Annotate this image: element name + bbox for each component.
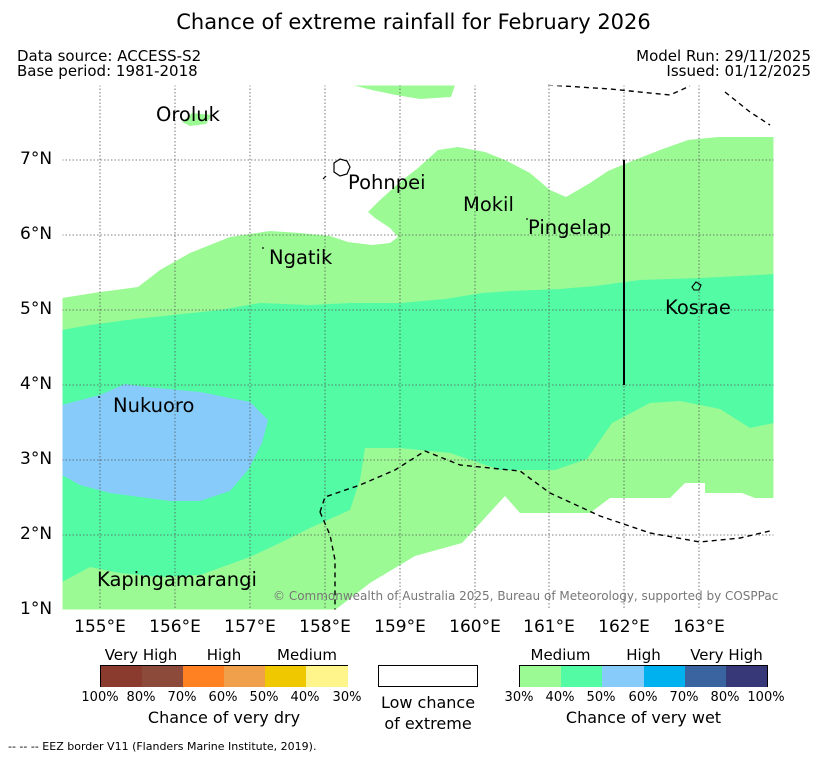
dry-tick-50: 50% [249, 690, 279, 705]
dry-tick-60: 60% [208, 690, 238, 705]
dry-swatch-3 [183, 666, 224, 687]
dry-group-very-high: Very High [104, 646, 178, 664]
wet-swatch-6 [726, 666, 767, 687]
issued-text: Issued: 01/12/2025 [666, 62, 811, 80]
wet-tick-70: 70% [669, 690, 699, 705]
low-chance-swatch [378, 665, 478, 687]
y-tick-4n: 4°N [20, 374, 53, 394]
model-run-text: Model Run: 29/11/2025 [636, 47, 811, 65]
copyright-notice: © Commonwealth of Australia 2025, Bureau… [273, 589, 779, 603]
x-tick-158e: 158°E [299, 617, 351, 637]
low-chance-label-line2: of extreme [384, 714, 472, 733]
x-tick-163e: 163°E [673, 617, 725, 637]
dry-legend-title: Chance of very dry [147, 708, 301, 727]
y-tick-1n: 1°N [20, 599, 53, 619]
eez-borders [319, 84, 775, 610]
wet-tick-40: 40% [545, 690, 575, 705]
map-title: Chance of extreme rainfall for February … [176, 10, 651, 34]
kosrae-island [691, 281, 702, 291]
place-label-ngatik: Ngatik [269, 246, 333, 269]
dry-swatch-2 [142, 666, 183, 687]
place-label-oroluk: Oroluk [156, 103, 220, 126]
wet-swatch-2 [561, 666, 602, 687]
base-period-text: Base period: 1981-2018 [17, 62, 198, 80]
wet-swatch-5 [685, 666, 726, 687]
place-label-mokil: Mokil [463, 193, 514, 216]
wet-swatch-3 [602, 666, 644, 687]
map-frame [61, 84, 775, 611]
wet-colorbar [519, 665, 768, 687]
x-tick-160e: 160°E [449, 617, 501, 637]
y-tick-5n: 5°N [20, 299, 53, 319]
wet-tick-100: 100% [747, 690, 785, 705]
pohnpei-islet [322, 175, 327, 180]
eez-footnote: -- -- -- EEZ border V11 (Flanders Marine… [8, 740, 317, 753]
dry-swatch-6 [306, 666, 348, 687]
nukuoro-atoll [98, 396, 100, 398]
y-tick-7n: 7°N [20, 149, 53, 169]
ngatik-atoll [262, 247, 264, 249]
medium-chance-area-north [352, 85, 455, 99]
data-source-text: Data source: ACCESS-S2 [17, 47, 202, 65]
wet-group-very-high: Very High [690, 646, 763, 664]
x-tick-162e: 162°E [598, 617, 650, 637]
place-label-nukuoro: Nukuoro [113, 394, 195, 417]
pingelap-atoll [526, 218, 528, 220]
wet-tick-60: 60% [628, 690, 658, 705]
wet-group-medium: Medium [530, 646, 591, 664]
y-tick-2n: 2°N [20, 524, 53, 544]
dry-swatch-1 [101, 666, 142, 687]
wet-tick-50: 50% [586, 690, 616, 705]
dry-tick-70: 70% [167, 690, 197, 705]
x-tick-157e: 157°E [224, 617, 276, 637]
pohnpei-island [333, 158, 351, 177]
dry-tick-40: 40% [290, 690, 320, 705]
map-gridlines [62, 85, 774, 610]
low-chance-label-line1: Low chance [380, 693, 476, 712]
wet-swatch-1 [520, 666, 561, 687]
wet-legend-title: Chance of very wet [565, 708, 722, 727]
high-chance-area [62, 384, 268, 501]
y-tick-3n: 3°N [20, 449, 53, 469]
place-label-pohnpei: Pohnpei [348, 171, 426, 194]
medium-high-chance-area [62, 274, 774, 582]
dry-tick-30: 30% [332, 690, 362, 705]
x-tick-161e: 161°E [523, 617, 575, 637]
x-tick-159e: 159°E [374, 617, 426, 637]
oroluk-green-patch [182, 113, 212, 126]
dry-tick-100: 100% [81, 690, 119, 705]
wet-swatch-4 [644, 666, 685, 687]
x-tick-155e: 155°E [74, 617, 126, 637]
dry-group-medium: Medium [277, 646, 337, 664]
place-label-pingelap: Pingelap [528, 216, 612, 239]
y-tick-6n: 6°N [20, 224, 53, 244]
dry-group-high: High [206, 646, 242, 664]
place-label-kosrae: Kosrae [665, 296, 731, 319]
dry-swatch-5 [265, 666, 306, 687]
wet-tick-80: 80% [710, 690, 740, 705]
place-label-kapingamarangi: Kapingamarangi [97, 568, 257, 591]
x-tick-156e: 156°E [149, 617, 201, 637]
dry-colorbar [100, 665, 348, 687]
wet-tick-30: 30% [504, 690, 534, 705]
dry-swatch-4 [224, 666, 265, 687]
dry-tick-80: 80% [126, 690, 156, 705]
wet-group-high: High [626, 646, 661, 664]
